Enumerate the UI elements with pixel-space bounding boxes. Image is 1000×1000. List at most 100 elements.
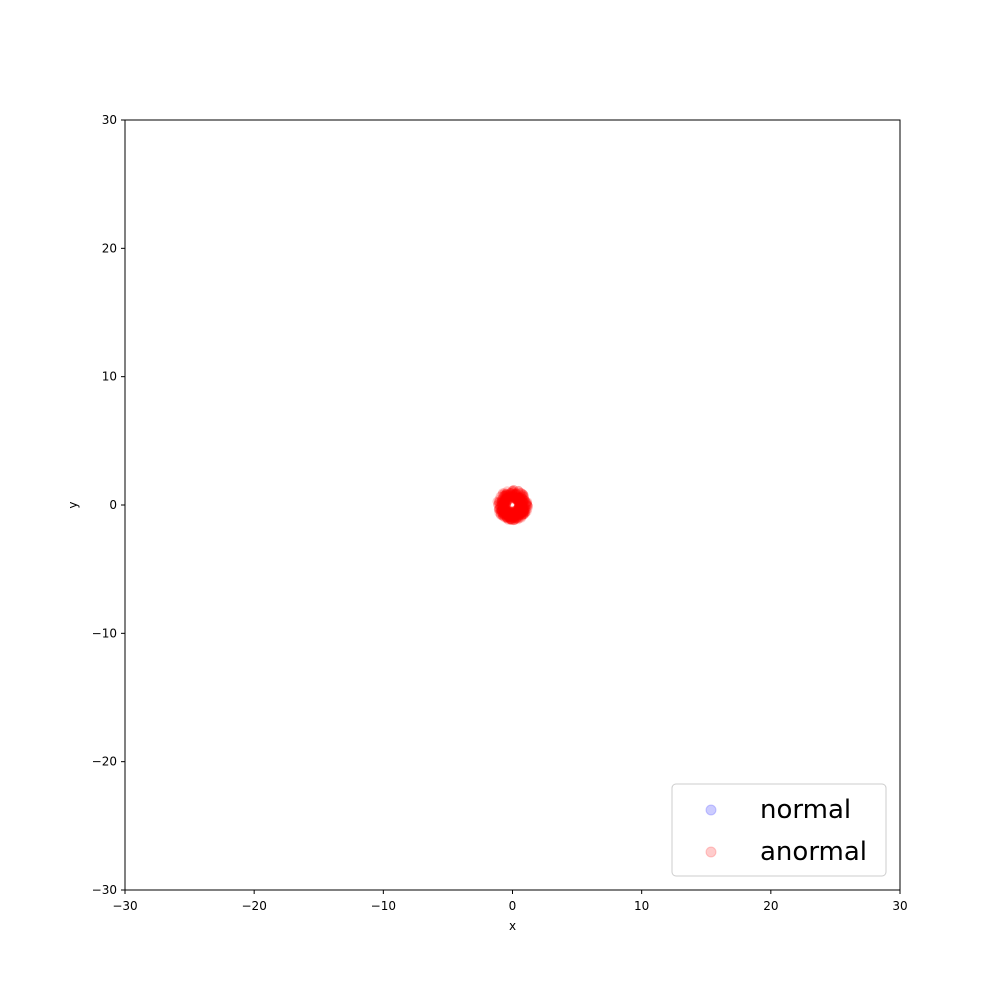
legend-box bbox=[671, 783, 887, 877]
data-point bbox=[519, 507, 529, 517]
data-point bbox=[503, 496, 513, 506]
data-point bbox=[498, 509, 508, 519]
data-point bbox=[503, 512, 514, 523]
data-point bbox=[503, 495, 513, 505]
data-point bbox=[498, 499, 508, 509]
data-point bbox=[501, 511, 511, 521]
data-point bbox=[508, 513, 518, 524]
x-axis-label: x bbox=[509, 919, 516, 933]
data-point bbox=[496, 500, 506, 510]
data-point bbox=[514, 491, 524, 501]
data-point bbox=[514, 513, 524, 523]
data-point bbox=[496, 507, 506, 517]
x-tick-label: −30 bbox=[112, 899, 137, 913]
data-point bbox=[512, 510, 522, 520]
data-point bbox=[503, 511, 513, 521]
data-point bbox=[499, 510, 509, 520]
y-tick-label: −10 bbox=[92, 626, 117, 640]
data-point bbox=[514, 498, 525, 508]
data-point bbox=[500, 507, 510, 517]
data-point bbox=[505, 512, 515, 522]
data-point bbox=[505, 492, 515, 502]
data-point bbox=[516, 495, 526, 505]
data-point bbox=[503, 496, 513, 506]
y-tick-label: 10 bbox=[102, 370, 117, 384]
data-point bbox=[512, 495, 522, 505]
data-point bbox=[520, 509, 530, 519]
data-point bbox=[510, 491, 520, 502]
data-point bbox=[504, 509, 515, 519]
data-point bbox=[496, 495, 506, 505]
data-point bbox=[511, 508, 521, 518]
data-point bbox=[514, 495, 524, 505]
data-point bbox=[518, 496, 528, 506]
data-point bbox=[508, 509, 518, 519]
data-point bbox=[507, 492, 517, 502]
y-tick-label: 30 bbox=[102, 113, 117, 127]
data-point bbox=[497, 496, 507, 506]
data-point bbox=[512, 511, 522, 521]
data-point bbox=[509, 488, 519, 498]
data-point bbox=[509, 513, 519, 523]
data-point bbox=[508, 485, 518, 495]
data-point bbox=[510, 506, 520, 516]
data-point bbox=[498, 509, 509, 519]
data-point bbox=[503, 510, 513, 520]
data-point bbox=[506, 488, 516, 498]
data-point bbox=[519, 510, 529, 520]
data-point bbox=[514, 486, 524, 496]
data-point bbox=[497, 510, 507, 520]
data-point bbox=[499, 498, 509, 508]
data-point bbox=[514, 500, 524, 510]
data-point bbox=[494, 494, 504, 504]
data-point bbox=[515, 500, 525, 510]
data-point bbox=[498, 501, 508, 511]
data-point bbox=[498, 509, 508, 519]
data-point bbox=[504, 489, 514, 499]
data-point bbox=[495, 501, 505, 511]
data-point bbox=[515, 495, 525, 505]
data-point bbox=[510, 488, 521, 498]
legend: normal anormal bbox=[671, 783, 887, 877]
data-point bbox=[522, 507, 532, 517]
data-point bbox=[499, 497, 509, 507]
data-point bbox=[502, 514, 512, 524]
data-point bbox=[496, 505, 506, 515]
data-point bbox=[517, 488, 527, 498]
data-point bbox=[519, 492, 529, 502]
data-point bbox=[510, 515, 520, 526]
data-point bbox=[513, 492, 523, 502]
data-point bbox=[498, 498, 508, 508]
data-point bbox=[513, 493, 523, 503]
data-point bbox=[500, 500, 510, 510]
data-point bbox=[502, 493, 512, 503]
data-point bbox=[498, 508, 509, 518]
data-point bbox=[509, 494, 519, 504]
data-point bbox=[505, 492, 515, 502]
data-point bbox=[518, 501, 528, 511]
data-point bbox=[512, 513, 522, 523]
data-point bbox=[501, 500, 511, 510]
data-point bbox=[494, 503, 504, 513]
data-point bbox=[523, 500, 533, 510]
data-point bbox=[511, 493, 521, 503]
data-point bbox=[505, 506, 515, 516]
data-point bbox=[507, 511, 517, 521]
data-point bbox=[496, 495, 506, 505]
data-point bbox=[508, 509, 518, 520]
y-tick-label: 20 bbox=[102, 241, 117, 255]
x-tick-label: −20 bbox=[242, 899, 267, 913]
data-point bbox=[518, 504, 528, 514]
data-point bbox=[497, 504, 507, 514]
data-point bbox=[518, 493, 528, 503]
data-point bbox=[518, 504, 528, 514]
data-point bbox=[506, 493, 517, 503]
data-point bbox=[520, 494, 530, 504]
data-point bbox=[498, 503, 508, 513]
data-point bbox=[503, 515, 513, 525]
data-point bbox=[502, 511, 512, 521]
data-point bbox=[517, 492, 527, 502]
data-point bbox=[497, 496, 507, 506]
data-point bbox=[496, 497, 506, 507]
data-point bbox=[516, 500, 526, 510]
